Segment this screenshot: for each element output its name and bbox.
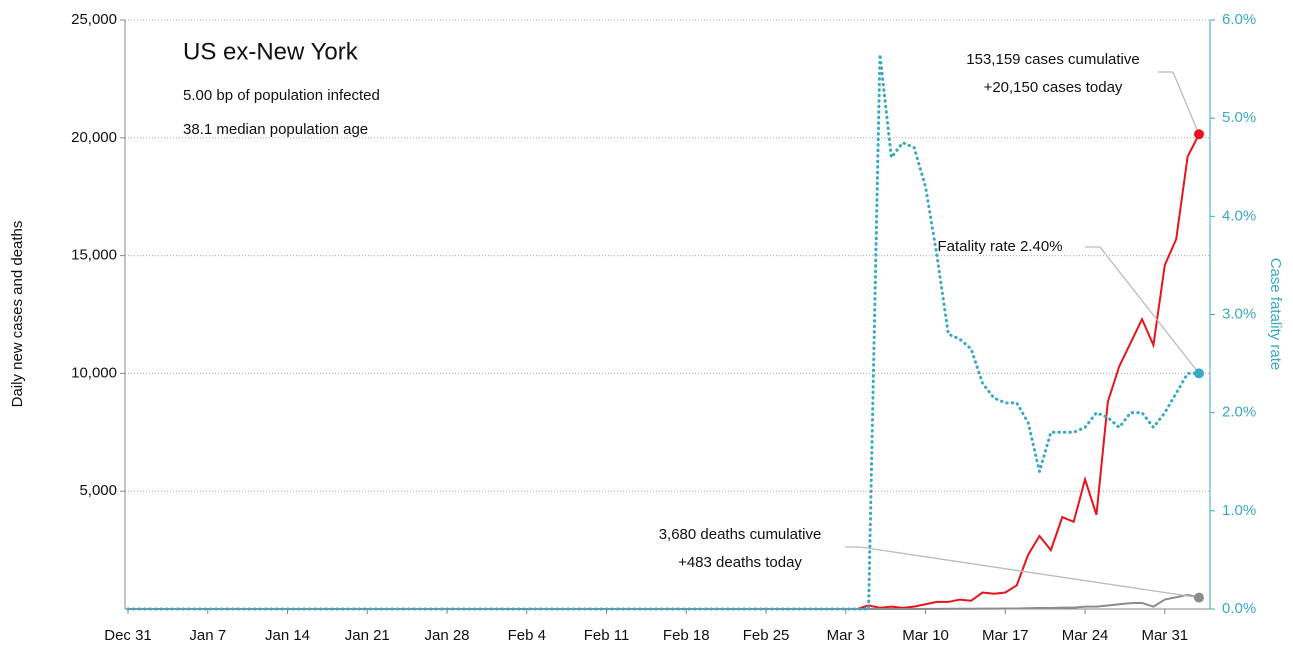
x-tick-label: Jan 21 bbox=[345, 627, 390, 644]
x-tick-label: Mar 17 bbox=[982, 627, 1029, 644]
x-tick-label: Feb 4 bbox=[508, 627, 546, 644]
y2-tick-label: 5.0% bbox=[1222, 109, 1256, 126]
annotation: Fatality rate 2.40% bbox=[937, 238, 1062, 255]
end-marker bbox=[1194, 368, 1204, 379]
x-tick-label: Mar 31 bbox=[1141, 627, 1188, 644]
y-tick-label: 10,000 bbox=[71, 364, 117, 381]
x-tick-label: Feb 18 bbox=[663, 627, 710, 644]
line-2 bbox=[126, 54, 1201, 611]
y2-tick-label: 4.0% bbox=[1222, 207, 1256, 224]
y-tick-label: 15,000 bbox=[71, 247, 117, 264]
x-tick-label: Jan 7 bbox=[189, 627, 226, 644]
y-axis-label: Daily new cases and deaths bbox=[9, 221, 26, 408]
y2-tick-label: 1.0% bbox=[1222, 502, 1256, 519]
line-1 bbox=[128, 593, 1200, 610]
subtitle: 38.1 median population age bbox=[183, 121, 368, 138]
x-tick-label: Feb 25 bbox=[743, 627, 790, 644]
chart-title: US ex-New York bbox=[183, 38, 359, 65]
x-tick-label: Mar 24 bbox=[1062, 627, 1109, 644]
subtitle: 5.00 bp of population infected bbox=[183, 87, 380, 104]
y-tick-label: 20,000 bbox=[71, 129, 117, 146]
y-tick-label: 5,000 bbox=[79, 482, 117, 499]
x-tick-label: Mar 3 bbox=[827, 627, 865, 644]
end-marker bbox=[1194, 129, 1204, 140]
x-tick-label: Jan 14 bbox=[265, 627, 310, 644]
y-tick-label: 25,000 bbox=[71, 11, 117, 28]
leader-line bbox=[845, 546, 1200, 599]
annotation: +483 deaths today bbox=[678, 554, 802, 571]
y2-tick-label: 3.0% bbox=[1222, 305, 1256, 322]
y2-tick-label: 6.0% bbox=[1222, 11, 1256, 28]
leader-line bbox=[1158, 71, 1200, 135]
y2-tick-label: 0.0% bbox=[1222, 600, 1256, 617]
annotation: +20,150 cases today bbox=[984, 79, 1123, 96]
leader-line bbox=[1085, 246, 1200, 374]
end-marker bbox=[1194, 592, 1204, 603]
annotation: 3,680 deaths cumulative bbox=[659, 526, 822, 543]
x-tick-label: Dec 31 bbox=[104, 627, 152, 644]
x-tick-label: Feb 11 bbox=[584, 627, 630, 644]
y2-axis-label: Case fatality rate bbox=[1267, 258, 1284, 371]
x-tick-label: Jan 28 bbox=[424, 627, 469, 644]
x-tick-label: Mar 10 bbox=[902, 627, 949, 644]
annotation: 153,159 cases cumulative bbox=[966, 51, 1139, 68]
y2-tick-label: 2.0% bbox=[1222, 404, 1256, 421]
